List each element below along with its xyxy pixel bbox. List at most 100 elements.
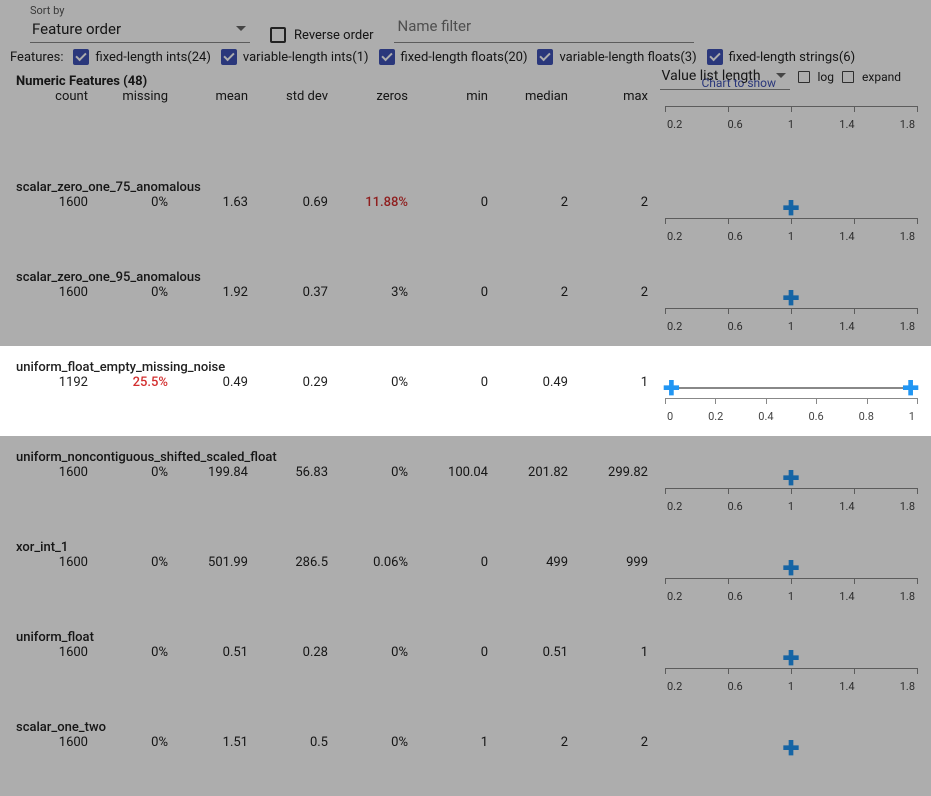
feature-row[interactable]: 0.20.611.41.8 [0,106,931,166]
axis-labels: 0.20.611.41.8 [665,500,917,513]
stat-cell: 0 [416,555,496,570]
stat-cell: 286.5 [256,555,336,570]
column-header[interactable]: max [576,89,656,104]
controls-bar: Sort by Feature order Reverse order Name… [0,0,931,70]
stat-cell: 0% [96,645,176,660]
feature-filter-checkbox[interactable]: variable-length floats(3) [537,49,696,65]
reverse-order-checkbox[interactable]: Reverse order [270,27,374,43]
stat-cell: 1 [576,375,656,390]
sort-by-value: Feature order [32,20,121,38]
stat-cell: 0% [96,465,176,480]
features-label: Features: [10,50,63,65]
column-header[interactable]: min [416,89,496,104]
stat-cell: 1.63 [176,195,256,210]
stat-cell: 1 [576,645,656,660]
stat-cell: 11.88% [336,195,416,210]
checkbox-icon [221,49,237,65]
stat-cell: 0.28 [256,645,336,660]
table-header: Numeric Features (48) countmissingmeanst… [0,70,931,106]
stat-cell: 0% [96,285,176,300]
stat-cell: 0% [96,195,176,210]
feature-rows: 0.20.611.41.8scalar_zero_one_75_anomalou… [0,106,931,796]
stat-cell: 0.51 [496,645,576,660]
stat-cell: 0.49 [176,375,256,390]
axis-line [665,488,917,498]
stat-cell: 1600 [16,555,96,570]
chevron-down-icon [776,73,786,78]
expand-checkbox[interactable] [842,71,854,83]
section-title: Numeric Features (48) [0,74,656,89]
feature-row[interactable]: xor_int_116000%501.99286.50.06%0499999✚0… [0,526,931,616]
feature-row[interactable]: uniform_float16000%0.510.280%00.511✚0.20… [0,616,931,706]
axis-labels: 0.20.611.41.8 [665,590,917,603]
stat-cell: 25.5% [96,375,176,390]
stat-cell: 1 [416,735,496,750]
stat-cell: 0.06% [336,555,416,570]
stat-cell: 1600 [16,285,96,300]
feature-filter-checkbox[interactable]: variable-length ints(1) [221,49,369,65]
stat-cell: 1600 [16,195,96,210]
stat-cell: 1192 [16,375,96,390]
feature-filter-label: fixed-length ints(24) [95,50,210,65]
stat-cell: 2 [576,285,656,300]
column-header[interactable]: count [16,89,96,104]
feature-row[interactable]: scalar_zero_one_95_anomalous16000%1.920.… [0,256,931,346]
plus-icon: ✚ [663,378,680,398]
feature-filter-checkbox[interactable]: fixed-length ints(24) [73,49,210,65]
stat-cell: 0.69 [256,195,336,210]
feature-filter-label: variable-length ints(1) [243,50,369,65]
axis-line [665,578,917,588]
stat-cell: 201.82 [496,465,576,480]
feature-row[interactable]: uniform_noncontiguous_shifted_scaled_flo… [0,436,931,526]
stat-cell: 299.82 [576,465,656,480]
feature-filter-label: fixed-length strings(6) [729,50,856,65]
feature-filter-checkbox[interactable]: fixed-length floats(20) [379,49,528,65]
stat-cell: 0.29 [256,375,336,390]
column-header[interactable]: std dev [256,89,336,104]
axis-labels: 0.20.611.41.8 [665,320,917,333]
stat-cell: 0.49 [496,375,576,390]
checkbox-icon [73,49,89,65]
checkbox-icon [379,49,395,65]
feature-filter-label: variable-length floats(3) [559,50,696,65]
plus-icon: ✚ [783,648,800,668]
chart-type-select[interactable]: Value list length [660,64,790,90]
chart-controls: Value list length log expand [660,64,901,90]
expand-label: expand [862,70,901,84]
feature-filter-checkbox[interactable]: fixed-length strings(6) [707,49,856,65]
axis-line [665,308,917,318]
mini-chart: ✚0.20.611.41.8 [665,460,917,513]
mini-chart: ✚✚00.20.40.60.81 [665,370,917,423]
stat-cell: 0 [416,195,496,210]
plus-icon: ✚ [783,558,800,578]
stat-cell: 3% [336,285,416,300]
mini-chart: 0.20.611.41.8 [665,106,917,131]
stat-cell: 1600 [16,465,96,480]
column-header[interactable]: zeros [336,89,416,104]
stat-cell: 2 [576,735,656,750]
mini-chart: ✚ 0.20.611.41.8 [665,640,917,693]
stat-cell: 0% [96,735,176,750]
column-header[interactable]: mean [176,89,256,104]
feature-row[interactable]: uniform_float_empty_missing_noise119225.… [0,346,931,436]
stat-cell: 2 [496,195,576,210]
feature-row[interactable]: scalar_one_two16000%1.510.50%122✚ [0,706,931,796]
stat-cell: 0.5 [256,735,336,750]
axis-labels: 0.20.611.41.8 [665,680,917,693]
name-filter-input[interactable]: Name filter [394,17,694,43]
stat-cell: 0.51 [176,645,256,660]
column-header[interactable]: median [496,89,576,104]
feature-row[interactable]: scalar_zero_one_75_anomalous16000%1.630.… [0,166,931,256]
stat-cell: 56.83 [256,465,336,480]
stat-cell: 0% [96,555,176,570]
stat-cell: 0% [336,375,416,390]
stat-cell: 1.51 [176,735,256,750]
axis-labels: 0.20.611.41.8 [665,230,917,243]
stat-cell: 100.04 [416,465,496,480]
log-checkbox[interactable] [798,71,810,83]
mini-chart: ✚0.20.611.41.8 [665,280,917,333]
axis-labels: 0.20.611.41.8 [665,118,917,131]
column-header[interactable]: missing [96,89,176,104]
sort-by-select[interactable]: Feature order [30,17,250,43]
stat-cell: 1600 [16,735,96,750]
